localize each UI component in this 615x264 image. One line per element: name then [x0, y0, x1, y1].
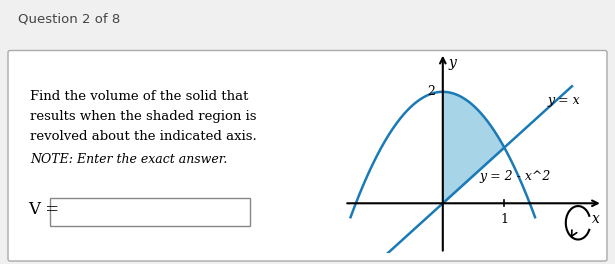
Text: x: x	[592, 212, 600, 226]
Text: Question 2 of 8: Question 2 of 8	[18, 13, 121, 26]
Text: revolved about the indicated axis.: revolved about the indicated axis.	[30, 130, 256, 143]
Text: y: y	[449, 56, 457, 70]
Text: Find the volume of the solid that: Find the volume of the solid that	[30, 90, 248, 103]
Text: y = 2 - x^2: y = 2 - x^2	[480, 170, 551, 183]
Text: results when the shaded region is: results when the shaded region is	[30, 110, 256, 123]
Text: y = x: y = x	[547, 94, 580, 107]
Text: 2: 2	[427, 85, 435, 98]
Text: NOTE: Enter the exact answer.: NOTE: Enter the exact answer.	[30, 153, 228, 166]
Text: 1: 1	[500, 213, 509, 226]
FancyBboxPatch shape	[8, 50, 607, 261]
Text: V =: V =	[28, 201, 59, 218]
FancyBboxPatch shape	[50, 199, 250, 226]
